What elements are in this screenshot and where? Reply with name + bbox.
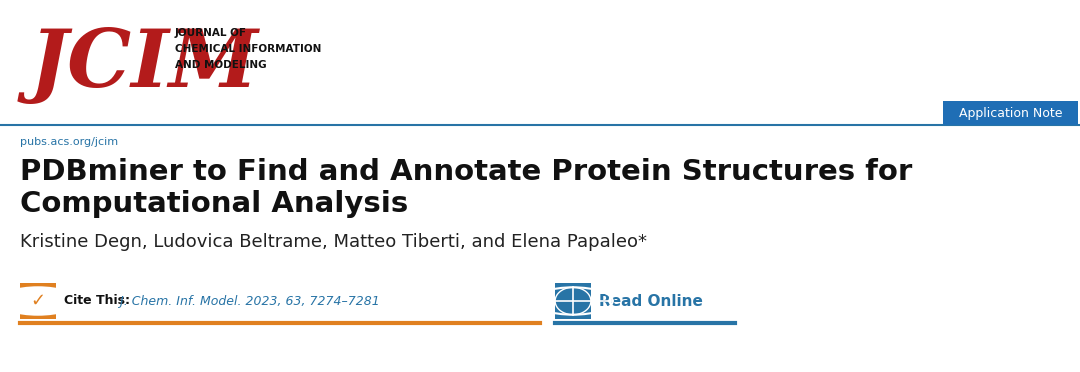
- FancyBboxPatch shape: [555, 283, 591, 319]
- FancyBboxPatch shape: [21, 283, 56, 319]
- Text: ✓: ✓: [30, 292, 45, 310]
- Circle shape: [0, 287, 78, 315]
- Text: pubs.acs.org/jcim: pubs.acs.org/jcim: [21, 137, 118, 147]
- Text: Application Note: Application Note: [959, 106, 1063, 119]
- Text: JOURNAL OF: JOURNAL OF: [175, 28, 247, 38]
- Text: Computational Analysis: Computational Analysis: [21, 190, 408, 218]
- Text: J. Chem. Inf. Model. 2023, 63, 7274–7281: J. Chem. Inf. Model. 2023, 63, 7274–7281: [116, 295, 380, 308]
- FancyBboxPatch shape: [943, 101, 1078, 125]
- Text: AND MODELING: AND MODELING: [175, 60, 267, 70]
- Text: CHEMICAL INFORMATION: CHEMICAL INFORMATION: [175, 44, 322, 54]
- Text: PDBminer to Find and Annotate Protein Structures for: PDBminer to Find and Annotate Protein St…: [21, 158, 913, 186]
- Text: Cite This:: Cite This:: [64, 295, 130, 308]
- Text: JCIM: JCIM: [30, 26, 259, 104]
- Text: Kristine Degn, Ludovica Beltrame, Matteo Tiberti, and Elena Papaleo*: Kristine Degn, Ludovica Beltrame, Matteo…: [21, 233, 647, 251]
- Text: Read Online: Read Online: [599, 294, 703, 308]
